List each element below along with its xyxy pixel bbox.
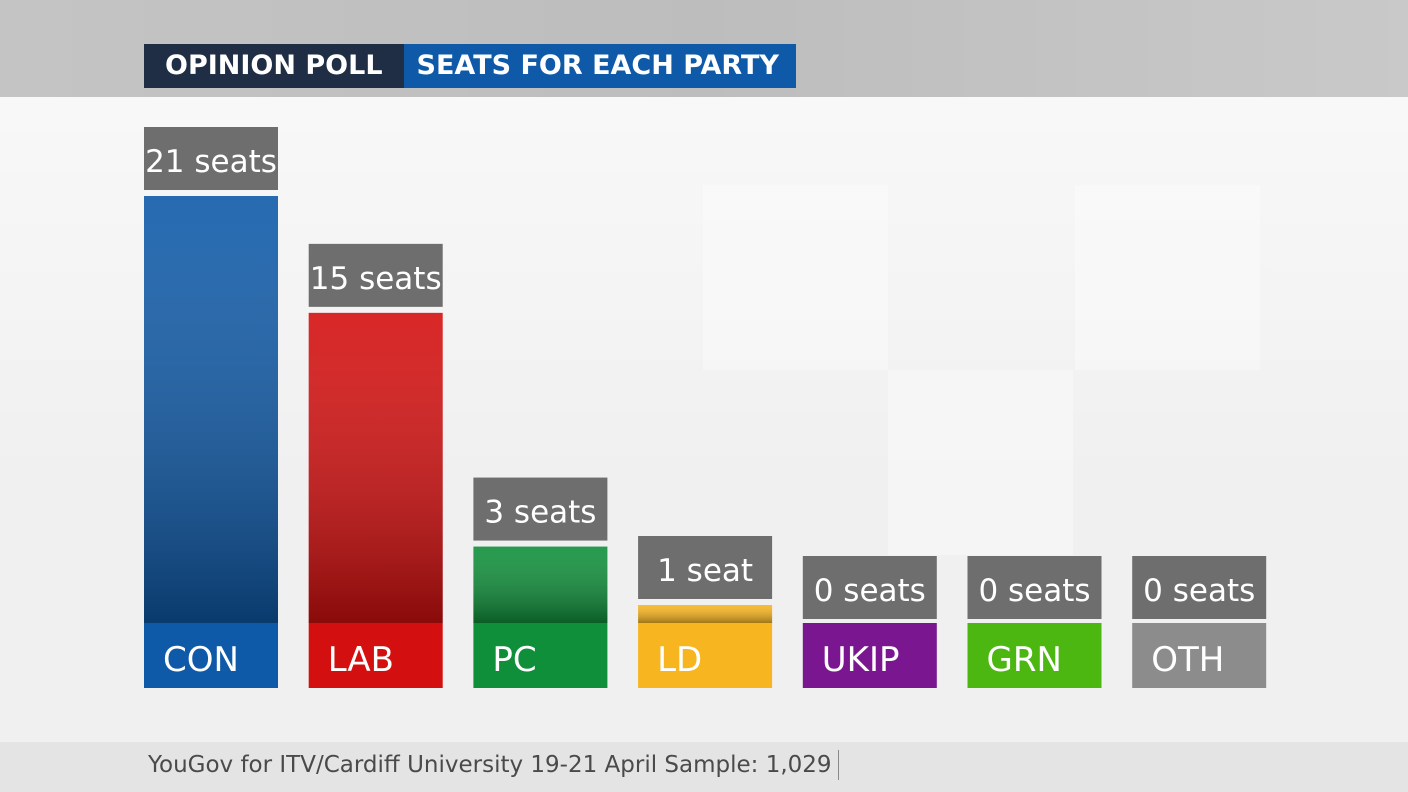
- value-label-ld: 1 seat: [657, 553, 753, 589]
- value-label-con: 21 seats: [145, 144, 277, 180]
- party-label-pc: PC: [492, 640, 536, 680]
- value-label-box-grn: [967, 556, 1102, 619]
- bar-shading-lab: [308, 312, 443, 623]
- party-label-grn: GRN: [987, 640, 1062, 680]
- party-band-ukip: [802, 623, 937, 688]
- party-label-ld: LD: [657, 640, 702, 680]
- party-label-con: CON: [163, 640, 239, 680]
- party-band-con: [144, 623, 278, 688]
- value-label-box-ld: [638, 536, 773, 599]
- value-label-box-con: [144, 127, 278, 190]
- value-label-grn: 0 seats: [978, 573, 1090, 609]
- value-label-oth: 0 seats: [1143, 573, 1255, 609]
- party-label-ukip: UKIP: [822, 640, 900, 680]
- value-label-box-oth: [1132, 556, 1267, 619]
- bar-shading-pc: [473, 546, 608, 623]
- value-label-box-pc: [473, 477, 608, 541]
- party-label-oth: OTH: [1151, 640, 1224, 680]
- party-band-lab: [308, 623, 443, 688]
- title-bar: OPINION POLL SEATS FOR EACH PARTY: [144, 44, 796, 88]
- party-band-grn: [967, 623, 1102, 688]
- title-seats: SEATS FOR EACH PARTY: [403, 44, 796, 88]
- value-label-box-ukip: [802, 556, 937, 619]
- value-label-ukip: 0 seats: [814, 573, 926, 609]
- party-band-pc: [473, 623, 608, 688]
- party-band-ld: [638, 623, 773, 688]
- source-note: YouGov for ITV/Cardiff University 19-21 …: [148, 752, 832, 778]
- party-band-oth: [1132, 623, 1267, 688]
- value-label-pc: 3 seats: [484, 495, 596, 531]
- bar-shading-con: [144, 196, 278, 623]
- bar-shading-ld: [638, 605, 773, 623]
- title-opinion-poll: OPINION POLL: [144, 44, 404, 88]
- party-label-lab: LAB: [328, 640, 394, 680]
- value-label-lab: 15 seats: [310, 261, 442, 297]
- footer-divider: [838, 750, 839, 780]
- value-label-box-lab: [308, 243, 443, 307]
- footer-band: [0, 742, 1408, 792]
